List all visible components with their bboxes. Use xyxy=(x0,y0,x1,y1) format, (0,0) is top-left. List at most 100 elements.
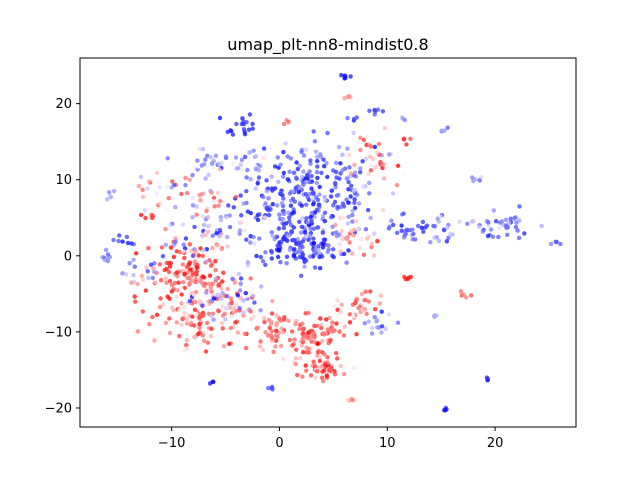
scatter-point xyxy=(480,229,485,234)
scatter-point xyxy=(200,253,206,259)
scatter-point xyxy=(210,379,215,384)
scatter-point xyxy=(274,338,279,343)
scatter-point xyxy=(346,179,351,185)
scatter-point xyxy=(504,225,509,230)
scatter-point xyxy=(201,338,207,343)
y-axis: −20 −10 0 10 20 xyxy=(45,97,80,416)
scatter-point xyxy=(436,219,441,224)
scatter-point xyxy=(220,279,225,284)
scatter-point xyxy=(167,264,173,269)
scatter-point xyxy=(344,236,350,242)
scatter-point xyxy=(372,112,377,117)
scatter-point xyxy=(432,235,437,240)
scatter-point xyxy=(281,149,286,155)
scatter-point xyxy=(146,275,151,281)
scatter-point xyxy=(193,249,199,254)
scatter-point xyxy=(216,161,221,167)
scatter-point xyxy=(278,318,283,323)
scatter-point xyxy=(164,266,169,272)
scatter-point xyxy=(152,188,157,194)
scatter-point xyxy=(270,387,275,392)
scatter-point xyxy=(273,344,278,349)
scatter-point xyxy=(208,155,213,160)
scatter-point xyxy=(359,291,365,297)
scatter-point xyxy=(347,240,352,245)
scatter-point xyxy=(358,147,363,153)
scatter-point xyxy=(280,216,286,222)
scatter-point xyxy=(333,185,338,190)
scatter-point xyxy=(304,202,309,207)
scatter-point xyxy=(287,169,292,174)
scatter-point xyxy=(117,233,122,238)
scatter-point xyxy=(297,163,303,169)
scatter-point xyxy=(143,215,148,221)
scatter-point xyxy=(394,183,400,188)
scatter-point xyxy=(372,315,377,320)
scatter-point xyxy=(229,128,234,134)
scatter-point xyxy=(261,347,266,353)
scatter-point xyxy=(237,288,243,293)
scatter-point xyxy=(243,154,248,160)
scatter-point xyxy=(297,219,302,224)
scatter-point xyxy=(322,362,328,368)
scatter-point xyxy=(350,302,356,307)
scatter-point xyxy=(358,170,363,175)
scatter-point xyxy=(496,234,501,240)
scatter-point xyxy=(339,73,344,78)
scatter-point xyxy=(230,132,236,137)
scatter-point xyxy=(339,229,344,234)
scatter-point xyxy=(383,326,388,332)
scatter-point xyxy=(255,217,261,223)
scatter-point xyxy=(269,230,274,235)
scatter-point xyxy=(159,245,165,250)
scatter-point xyxy=(198,198,203,203)
scatter-point xyxy=(196,331,201,337)
scatter-point xyxy=(370,325,375,331)
scatter-point xyxy=(284,261,289,266)
scatter-point xyxy=(373,307,378,312)
scatter-point xyxy=(213,267,218,273)
scatter-point xyxy=(399,223,404,228)
scatter-point xyxy=(276,248,281,253)
scatter-point xyxy=(517,218,522,223)
scatter-point xyxy=(478,175,484,180)
scatter-point xyxy=(174,320,179,325)
scatter-point xyxy=(286,318,291,323)
scatter-point xyxy=(235,330,241,335)
scatter-point xyxy=(522,231,527,236)
scatter-point xyxy=(322,194,327,200)
scatter-point xyxy=(346,152,352,158)
scatter-point xyxy=(223,154,229,159)
scatter-point xyxy=(179,292,184,297)
scatter-point xyxy=(241,201,246,206)
scatter-point xyxy=(263,250,268,255)
x-tick-label: 0 xyxy=(275,436,283,451)
scatter-point xyxy=(245,167,250,173)
scatter-point xyxy=(184,317,190,322)
scatter-point xyxy=(348,194,353,199)
scatter-point xyxy=(485,233,491,239)
scatter-point xyxy=(324,323,330,328)
scatter-point xyxy=(319,325,324,331)
scatter-point xyxy=(241,310,246,315)
scatter-point xyxy=(194,239,199,244)
scatter-point xyxy=(207,273,213,278)
scatter-point xyxy=(308,161,313,166)
scatter-point xyxy=(341,215,346,220)
scatter-point xyxy=(212,204,217,209)
scatter-point xyxy=(157,262,163,267)
scatter-point xyxy=(235,293,241,298)
scatter-point xyxy=(151,266,156,271)
scatter-point xyxy=(312,265,318,270)
scatter-point xyxy=(200,214,205,219)
scatter-point xyxy=(213,258,218,264)
scatter-point xyxy=(366,234,372,239)
scatter-point xyxy=(274,323,279,328)
scatter-point xyxy=(320,213,326,219)
scatter-point xyxy=(244,189,249,194)
scatter-point xyxy=(324,161,329,166)
scatter-point xyxy=(371,231,377,237)
scatter-point xyxy=(216,303,222,309)
scatter-point xyxy=(194,212,199,217)
scatter-point xyxy=(197,316,202,321)
